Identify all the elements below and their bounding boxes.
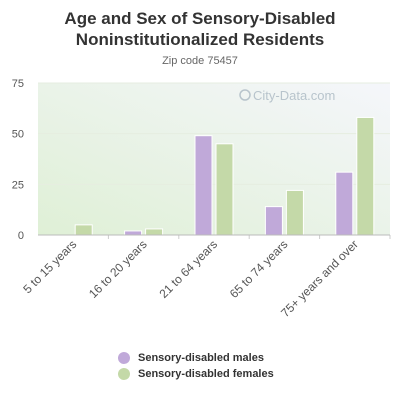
x-tick-label: 5 to 15 years bbox=[20, 237, 79, 296]
legend-swatch-males bbox=[118, 352, 130, 364]
y-tick-label: 25 bbox=[12, 179, 24, 191]
bars bbox=[74, 116, 375, 236]
y-tick-label: 75 bbox=[12, 78, 24, 90]
legend-item-females: Sensory-disabled females bbox=[118, 366, 274, 382]
watermark: City-Data.com bbox=[239, 88, 335, 103]
chart-subtitle: Zip code 75457 bbox=[162, 55, 238, 67]
bar-females-4 bbox=[356, 116, 375, 236]
bar-males-1 bbox=[124, 230, 143, 236]
bar-females-0 bbox=[74, 224, 93, 236]
x-tick-label: 21 to 64 years bbox=[156, 237, 220, 301]
legend-label-females: Sensory-disabled females bbox=[138, 368, 274, 380]
bar-males-4 bbox=[335, 171, 354, 236]
bar-males-2 bbox=[194, 135, 213, 236]
bar-females-3 bbox=[285, 189, 304, 236]
legend: Sensory-disabled males Sensory-disabled … bbox=[118, 350, 274, 382]
x-axis: 5 to 15 years 16 to 20 years 21 to 64 year… bbox=[20, 237, 361, 320]
legend-item-males: Sensory-disabled males bbox=[118, 350, 274, 366]
grid-lines bbox=[38, 82, 391, 239]
x-tick-label: 75+ years and over bbox=[278, 237, 361, 320]
y-tick-label: 0 bbox=[18, 230, 24, 242]
bar-females-1 bbox=[145, 228, 164, 236]
watermark-text: City-Data.com bbox=[253, 88, 335, 103]
y-tick-label: 50 bbox=[12, 129, 24, 141]
legend-label-males: Sensory-disabled males bbox=[138, 352, 264, 364]
bar-males-3 bbox=[264, 206, 283, 236]
bar-females-2 bbox=[215, 143, 234, 236]
y-axis: 0 25 50 75 bbox=[12, 78, 390, 242]
x-tick-label: 65 to 74 years bbox=[227, 237, 291, 301]
legend-swatch-females bbox=[118, 368, 130, 380]
chart-title: Age and Sex of Sensory-Disabled Noninsti… bbox=[64, 9, 336, 49]
plot-area bbox=[38, 83, 390, 235]
x-tick-label: 16 to 20 years bbox=[86, 237, 150, 301]
